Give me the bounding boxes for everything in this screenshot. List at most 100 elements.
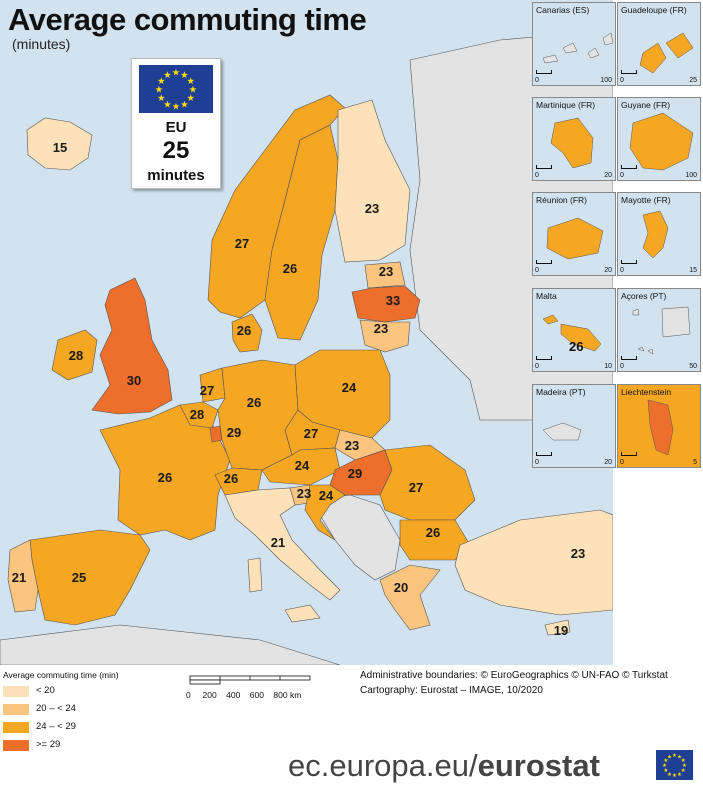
flag-star: ★ — [187, 93, 195, 104]
region-spain — [29, 529, 151, 626]
inset-r-union-fr: Réunion (FR) 0 20 — [532, 192, 616, 276]
inset-scale-min: 0 — [535, 172, 539, 179]
inset-title: Martinique (FR) — [536, 100, 596, 110]
flag-star: ★ — [663, 758, 668, 764]
value-label-lithuania: 23 — [374, 321, 388, 336]
flag-star: ★ — [672, 753, 677, 759]
value-label-greece: 20 — [394, 580, 408, 595]
eu-average-value: 25 — [162, 137, 190, 164]
map-subtitle: (minutes) — [12, 36, 71, 52]
inset-scale-line — [621, 356, 637, 360]
map-area: 15 27 26 23 23 33 23 26 28 30 27 28 29 26 24 27 23 24 29 26… — [0, 0, 613, 665]
region-lithuania — [359, 319, 411, 353]
value-label-turkey: 23 — [571, 546, 585, 561]
value-label-denmark: 26 — [237, 323, 251, 338]
legend-swatch — [3, 704, 29, 715]
region-sardinia — [247, 557, 263, 593]
flag-star: ★ — [172, 102, 180, 113]
value-labels: 15 27 26 23 23 33 23 26 28 30 27 28 29 26 24 27 23 24 29 26… — [12, 140, 585, 638]
flag-star: ★ — [163, 99, 171, 110]
flag-star: ★ — [682, 763, 687, 769]
inset-title: Réunion (FR) — [536, 195, 588, 205]
region-italy — [224, 487, 341, 601]
region-sweden — [264, 124, 339, 341]
legend-title: Average commuting time (min) — [3, 670, 119, 680]
inset-scale-max: 20 — [604, 267, 612, 274]
eu-average-unit: minutes — [147, 167, 205, 184]
region-romania — [379, 444, 476, 521]
inset-a-ores-pt: Açores (PT) 0 50 — [617, 288, 701, 372]
inset-malta: Malta 26 0 10 — [532, 288, 616, 372]
region-sicily — [284, 604, 321, 623]
inset-scale-line — [621, 70, 637, 74]
inset-scale-max: 5 — [693, 459, 697, 466]
inset-scale-line — [621, 260, 637, 264]
value-label-croatia: 24 — [319, 488, 334, 503]
flag-star: ★ — [667, 755, 672, 761]
legend-label: < 20 — [36, 685, 55, 696]
inset-scale-min: 0 — [620, 363, 624, 370]
value-label-norway: 27 — [235, 236, 249, 251]
inset-scale-min: 0 — [620, 77, 624, 84]
value-label-sweden: 26 — [283, 261, 297, 276]
value-label-united-kingdom: 30 — [127, 373, 141, 388]
region-uk — [91, 277, 173, 415]
inset-scale-min: 0 — [620, 267, 624, 274]
inset-scale-max: 20 — [604, 459, 612, 466]
flag-star: ★ — [663, 768, 668, 774]
value-label-portugal: 21 — [12, 570, 26, 585]
value-label-slovenia: 23 — [297, 486, 311, 501]
inset-scale-min: 0 — [535, 77, 539, 84]
flag-star: ★ — [677, 755, 682, 761]
legend-label: 24 – < 29 — [36, 721, 76, 732]
legend-label: >= 29 — [36, 739, 61, 750]
value-label-estonia: 23 — [379, 264, 393, 279]
flag-star: ★ — [157, 76, 165, 87]
value-label-romania: 27 — [409, 480, 423, 495]
value-label-latvia: 33 — [386, 293, 400, 308]
region-portugal — [7, 539, 39, 613]
inset-scale-max: 15 — [689, 267, 697, 274]
region-ireland — [51, 329, 98, 381]
inset-title: Açores (PT) — [621, 291, 667, 301]
inset-scale-line — [536, 356, 552, 360]
inset-scale-max: 50 — [689, 363, 697, 370]
inset-scale-min: 0 — [620, 172, 624, 179]
inset-title: Guadeloupe (FR) — [621, 5, 687, 15]
region-denmark — [231, 313, 263, 353]
flag-star: ★ — [157, 93, 165, 104]
value-label-switzerland: 26 — [224, 471, 238, 486]
region-iceland — [26, 117, 93, 171]
flag-star: ★ — [681, 768, 686, 774]
inset-scale-max: 25 — [689, 77, 697, 84]
flag-star: ★ — [180, 70, 188, 81]
region-croatia — [304, 484, 346, 541]
flag-star: ★ — [187, 76, 195, 87]
inset-title: Malta — [536, 291, 557, 301]
inset-guyane-fr: Guyane (FR) 0 100 — [617, 97, 701, 181]
value-label-netherlands: 27 — [200, 383, 214, 398]
inset-scale-line — [536, 452, 552, 456]
flag-star: ★ — [667, 772, 672, 778]
value-label-poland: 24 — [342, 380, 357, 395]
value-label-ireland: 28 — [69, 348, 83, 363]
eu-code: EU — [165, 119, 187, 136]
europe-map: 15 27 26 23 23 33 23 26 28 30 27 28 29 26 24 27 23 24 29 26… — [0, 29, 613, 665]
region-belgium — [179, 401, 219, 429]
legend-swatch — [3, 686, 29, 697]
inset-guadeloupe-fr: Guadeloupe (FR) 0 25 — [617, 2, 701, 86]
inset-title: Guyane (FR) — [621, 100, 671, 110]
region-slovakia — [334, 429, 386, 461]
inset-scale-max: 100 — [685, 172, 697, 179]
north-africa-land — [0, 624, 341, 665]
inset-scale-min: 0 — [535, 267, 539, 274]
value-label-iceland: 15 — [53, 140, 67, 155]
region-cyprus — [544, 619, 571, 636]
flag-star: ★ — [662, 763, 667, 769]
scale-bar: 0 200 400 600 800 km — [186, 670, 346, 704]
region-estonia — [364, 261, 406, 289]
inset-martinique-fr: Martinique (FR) 0 20 — [532, 97, 616, 181]
inset-scale-min: 0 — [535, 363, 539, 370]
footer-url[interactable]: ec.europa.eu/eurostat — [288, 748, 600, 784]
inset-canarias-es: Canarias (ES) 0 100 — [532, 2, 616, 86]
